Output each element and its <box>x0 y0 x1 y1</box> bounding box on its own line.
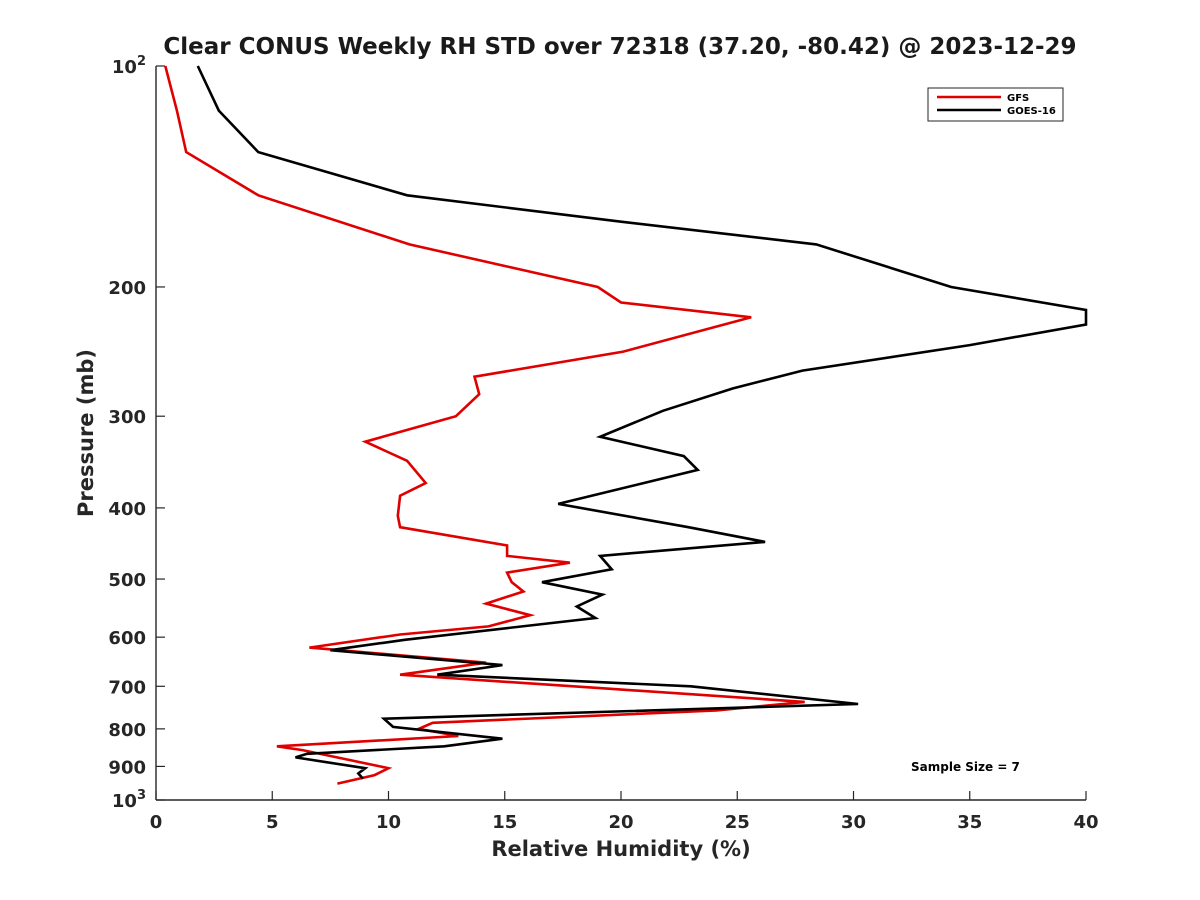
y-tick-label: 200 <box>108 278 146 299</box>
legend-label-goes-16: GOES-16 <box>1007 106 1056 117</box>
y-tick-label: 700 <box>108 677 146 698</box>
x-tick-label: 35 <box>957 812 982 833</box>
legend-label-gfs: GFS <box>1007 93 1029 104</box>
x-tick-label: 5 <box>266 812 279 833</box>
x-tick-label: 0 <box>150 812 163 833</box>
x-tick-label: 25 <box>725 812 750 833</box>
y-tick-label: 600 <box>108 628 146 649</box>
x-tick-label: 10 <box>376 812 401 833</box>
series-line-gfs <box>164 65 805 785</box>
legend-box <box>927 87 1064 122</box>
chart-title: Clear CONUS Weekly RH STD over 72318 (37… <box>163 34 1076 60</box>
series-layer <box>164 65 1088 785</box>
y-ticks: 102 200 300 400 500 600 700 800 900 103 <box>108 54 165 812</box>
legend: GFS GOES-16 <box>927 87 1064 122</box>
sample-size-annotation: Sample Size = 7 <box>911 760 1020 774</box>
y-tick-label: 103 <box>112 788 146 812</box>
series-line-goes-16 <box>196 65 1088 780</box>
y-tick-label: 500 <box>108 570 146 591</box>
x-tick-label: 15 <box>492 812 517 833</box>
x-ticks: 0 5 10 15 20 25 30 35 40 <box>150 791 1099 833</box>
x-axis-label: Relative Humidity (%) <box>491 837 750 861</box>
y-tick-label: 300 <box>108 407 146 428</box>
y-tick-label: 400 <box>108 499 146 520</box>
y-axis-label: Pressure (mb) <box>74 349 98 517</box>
y-tick-label: 900 <box>108 757 146 778</box>
x-tick-label: 30 <box>841 812 866 833</box>
x-tick-label: 20 <box>608 812 633 833</box>
x-tick-label: 40 <box>1073 812 1098 833</box>
y-tick-label: 800 <box>108 720 146 741</box>
y-tick-label: 102 <box>112 54 146 78</box>
